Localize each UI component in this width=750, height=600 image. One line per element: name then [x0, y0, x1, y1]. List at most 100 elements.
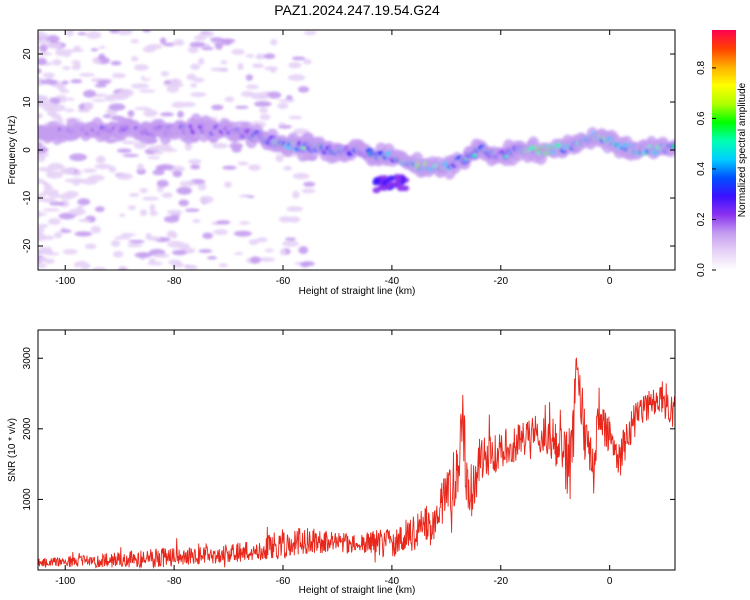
spectrogram-blob: [118, 266, 129, 270]
y-tick-label: 0: [22, 147, 33, 153]
y-tick-label: 10: [22, 96, 33, 108]
spectrogram-blob: [218, 263, 228, 268]
colorbar-tick-label: 0.6: [696, 111, 707, 125]
spectrogram-blob: [245, 74, 253, 81]
spectrogram-blob: [139, 89, 156, 93]
snr-background: [38, 330, 675, 570]
spectrogram-blob: [56, 117, 64, 125]
spectrogram-blob: [197, 57, 205, 65]
spectrogram-x-label: Height of straight line (km): [299, 286, 416, 297]
spectrogram-blob: [90, 48, 99, 52]
spectrogram-blob: [102, 114, 111, 118]
spectrogram-blob: [105, 138, 117, 144]
spectrogram-blob: [61, 80, 69, 85]
spectrogram-blob: [143, 72, 153, 79]
spectrogram-blob: [116, 148, 132, 153]
spectrogram-blob: [70, 178, 87, 184]
spectrogram-blob: [38, 257, 50, 263]
spectrogram-blob: [38, 146, 49, 153]
spectrogram-blob: [190, 63, 201, 70]
y-tick-label: 20: [22, 48, 33, 60]
spectrogram-blob: [213, 229, 228, 236]
snr-y-label: SNR (10 * v/v): [7, 418, 18, 482]
spectrogram-blob: [173, 39, 185, 46]
spectrogram-blob: [73, 262, 81, 268]
spectrogram-blob: [219, 38, 236, 44]
x-tick-label: -80: [167, 276, 182, 287]
spectrogram-blob: [38, 142, 43, 147]
spectrogram-blob: [275, 154, 284, 163]
spectrogram-blob: [38, 52, 53, 56]
spectrogram-blob: [38, 226, 45, 233]
spectrogram-blob: [122, 154, 139, 158]
y-tick-label: 2000: [22, 417, 33, 440]
figure-title: PAZ1.2024.247.19.54.G24: [274, 2, 440, 18]
spectrogram-blob: [133, 64, 149, 71]
spectrogram-blob: [266, 122, 281, 126]
spectrogram-blob: [260, 257, 275, 262]
spectrogram-blob: [163, 42, 175, 47]
spectrogram-blob: [186, 264, 198, 270]
spectrogram-blob: [245, 84, 259, 90]
spectrogram-blob: [38, 154, 46, 163]
spectrogram-blob: [189, 41, 206, 48]
spectrogram-blob: [250, 256, 261, 264]
spectrogram-blob: [182, 101, 196, 108]
spectrogram-blob: [288, 115, 303, 120]
spectrogram-blob: [292, 172, 310, 180]
spectrogram-blob: [671, 144, 675, 149]
spectrogram-blob: [98, 53, 106, 62]
spectrogram-blob: [282, 240, 299, 247]
spectrogram-blob: [251, 63, 264, 69]
spectrogram-blob: [142, 30, 151, 33]
spectrogram-blob: [286, 206, 304, 212]
spectrogram-blob: [187, 45, 199, 54]
spectrogram-blob: [298, 246, 309, 255]
spectrogram-blob: [202, 232, 214, 239]
spectrogram-blob: [116, 173, 133, 180]
spectrogram-blob: [97, 79, 111, 85]
spectrogram-blob: [147, 156, 161, 160]
spectrogram-blob: [108, 103, 126, 111]
x-tick-label: -100: [55, 576, 75, 587]
spectrogram-blob: [287, 216, 301, 223]
spectrogram-blob: [240, 91, 255, 98]
spectrogram-blob: [235, 105, 249, 109]
spectrogram-blob: [256, 237, 268, 243]
colorbar-label: Normalized spectral amplitude: [737, 82, 748, 217]
spectrogram-blob: [152, 151, 164, 155]
spectrogram-blob: [254, 101, 272, 107]
colorbar-tick-label: 0.4: [696, 162, 707, 176]
spectrogram-blob: [278, 125, 292, 129]
spectrogram-blob: [49, 201, 66, 206]
spectrogram-blob: [42, 72, 56, 79]
spectrogram-blob: [222, 165, 237, 170]
spectrogram-blob: [38, 166, 47, 172]
spectrogram-blob: [38, 263, 48, 269]
spectrogram-blob: [267, 91, 282, 99]
spectrogram-y-ticks: -20 -10 0 10 20: [22, 48, 675, 253]
spectrogram-blob: [54, 231, 63, 239]
spectrogram-blob: [288, 62, 302, 69]
spectrogram-blob: [126, 243, 143, 248]
spectrogram-blob: [108, 165, 117, 173]
spectrogram-blob: [119, 213, 126, 218]
spectrogram-blob: [233, 230, 252, 237]
spectrogram-blob: [38, 57, 47, 66]
spectrogram-blob: [193, 86, 210, 94]
y-tick-label: -20: [22, 238, 33, 253]
spectrogram-blob: [178, 199, 189, 207]
spectrogram-blob: [394, 176, 403, 183]
snr-x-label: Height of straight line (km): [299, 585, 416, 596]
spectrogram-blob: [166, 209, 183, 216]
spectrogram-blob: [190, 164, 201, 170]
spectrogram-blob: [166, 85, 179, 93]
spectrogram-blob: [121, 140, 137, 145]
spectrogram-blob: [70, 79, 83, 84]
spectrogram-blob: [119, 69, 136, 75]
spectrogram-blob: [52, 59, 62, 66]
spectrogram-blob: [138, 52, 146, 61]
spectrogram-blob: [128, 239, 145, 244]
spectrogram-blob: [82, 89, 97, 98]
